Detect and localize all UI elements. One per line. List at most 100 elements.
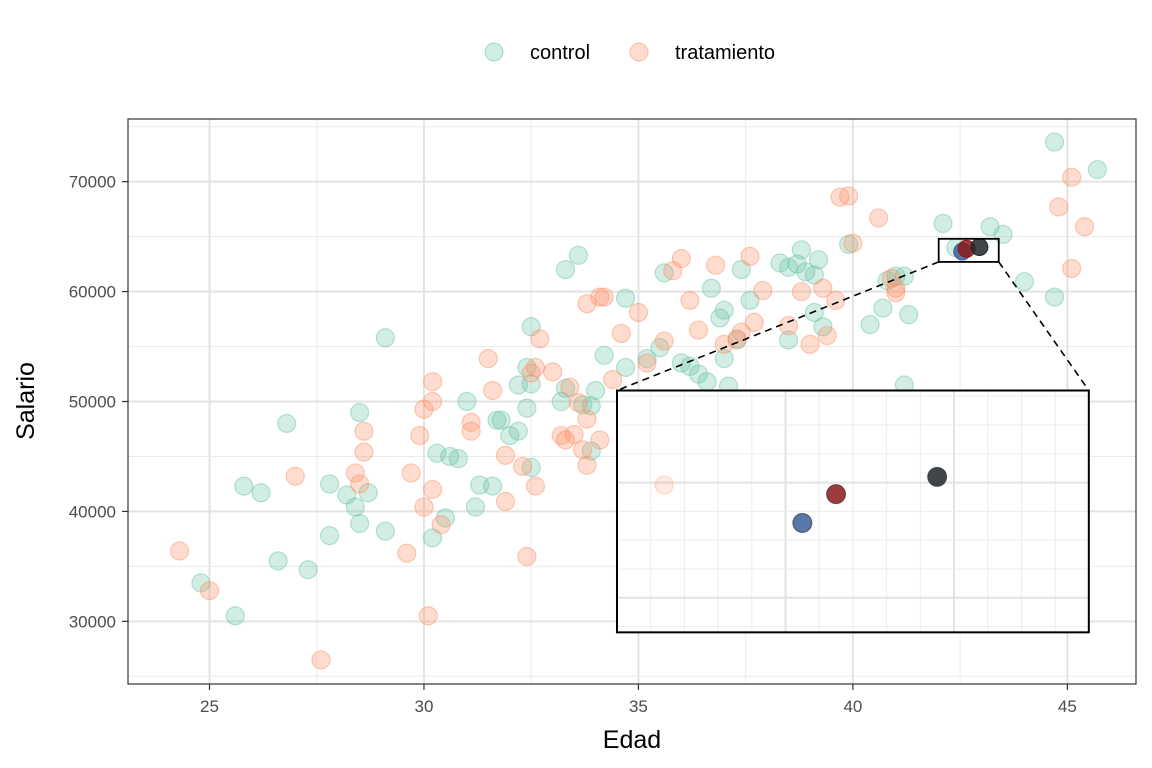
inset-highlight-point (927, 466, 948, 487)
point-control (521, 374, 541, 394)
point-tratamiento (590, 287, 610, 307)
point-tratamiento (706, 255, 726, 275)
y-tick-label: 70000 (69, 173, 116, 192)
point-control (581, 396, 601, 416)
point-control (680, 356, 700, 376)
point-control (225, 606, 245, 626)
point-control (350, 402, 370, 423)
point-control (860, 314, 880, 335)
point-control (701, 278, 721, 298)
point-control (508, 421, 528, 441)
point-control (375, 521, 395, 541)
point-control (470, 475, 490, 495)
point-tratamiento (555, 430, 576, 450)
axis-ticks: 25 30 35 40 45 30000 40000 50000 60000 70000 (69, 173, 1077, 716)
point-tratamiento (688, 320, 709, 340)
point-tratamiento (671, 249, 691, 269)
point-control (710, 308, 730, 328)
point-tratamiento (731, 322, 751, 342)
point-tratamiento (345, 463, 365, 483)
point-control (1044, 287, 1065, 307)
point-control (637, 349, 657, 369)
point-control (654, 263, 674, 283)
point-tratamiento (354, 421, 374, 441)
point-tratamiento (311, 650, 331, 670)
legend-key-control (484, 42, 504, 62)
point-tratamiento (603, 369, 623, 390)
point-tratamiento (577, 409, 597, 429)
point-tratamiento (663, 261, 683, 281)
y-axis-title: Salario (12, 362, 40, 440)
point-control (517, 357, 537, 378)
point-tratamiento (740, 246, 760, 267)
point-control (808, 250, 829, 270)
y-tick-label: 50000 (69, 393, 116, 412)
point-tratamiento (482, 380, 503, 401)
point-control (337, 485, 357, 505)
point-control (487, 410, 507, 430)
point-tratamiento (654, 331, 674, 351)
point-tratamiento (1062, 258, 1082, 279)
point-control (993, 224, 1013, 245)
point-tratamiento (478, 349, 498, 369)
inset-connector-right (998, 261, 1090, 391)
point-control (731, 259, 751, 280)
point-control (615, 288, 636, 308)
point-control (345, 497, 365, 517)
point-tratamiento (843, 233, 863, 253)
point-control (268, 551, 288, 571)
point-control (251, 483, 271, 503)
point-control (573, 395, 593, 415)
zoom-region-box (937, 237, 1000, 263)
x-axis-title: Edad (603, 726, 661, 754)
point-tratamiento (530, 329, 550, 349)
point-tratamiento (418, 606, 438, 626)
point-tratamiento (680, 290, 700, 310)
point-tratamiento (637, 353, 657, 373)
x-tick-label: 35 (629, 697, 648, 716)
point-tratamiento (495, 445, 516, 465)
point-control (422, 528, 443, 548)
point-tratamiento (826, 290, 846, 310)
point-control (358, 483, 378, 503)
point-control (778, 257, 799, 277)
point-tratamiento (869, 208, 889, 228)
point-tratamiento (461, 421, 481, 441)
inset-connector-left (616, 261, 939, 392)
point-control (796, 262, 816, 282)
point-tratamiento (543, 362, 563, 382)
point-control (482, 476, 503, 496)
point-control (770, 253, 790, 273)
point-tratamiento (350, 474, 370, 494)
point-tratamiento (1074, 217, 1095, 237)
point-control (650, 338, 670, 358)
point-control (980, 217, 1000, 237)
point-control (298, 560, 318, 580)
point-tratamiento (611, 323, 631, 343)
legend-label-control: control (530, 42, 590, 64)
point-tratamiento (560, 377, 580, 397)
point-control (568, 245, 588, 265)
point-tratamiento (354, 442, 374, 462)
point-control (440, 446, 460, 467)
legend-label-tratamiento: tratamiento (675, 42, 775, 64)
y-tick-label: 40000 (69, 502, 116, 521)
point-tratamiento (628, 302, 649, 323)
point-control (594, 345, 614, 365)
highlight-point (970, 238, 989, 257)
point-tratamiento (753, 280, 773, 301)
point-control (899, 305, 919, 325)
point-control (457, 391, 477, 412)
point-tratamiento (813, 278, 833, 298)
point-tratamiento (564, 424, 584, 445)
point-tratamiento (169, 541, 190, 561)
point-tratamiento (800, 334, 820, 354)
point-control (933, 213, 953, 234)
point-tratamiento (791, 281, 812, 302)
point-tratamiento (573, 440, 593, 460)
point-tratamiento (401, 463, 421, 483)
point-control (740, 290, 760, 310)
point-control (277, 413, 297, 434)
point-control (873, 298, 893, 318)
